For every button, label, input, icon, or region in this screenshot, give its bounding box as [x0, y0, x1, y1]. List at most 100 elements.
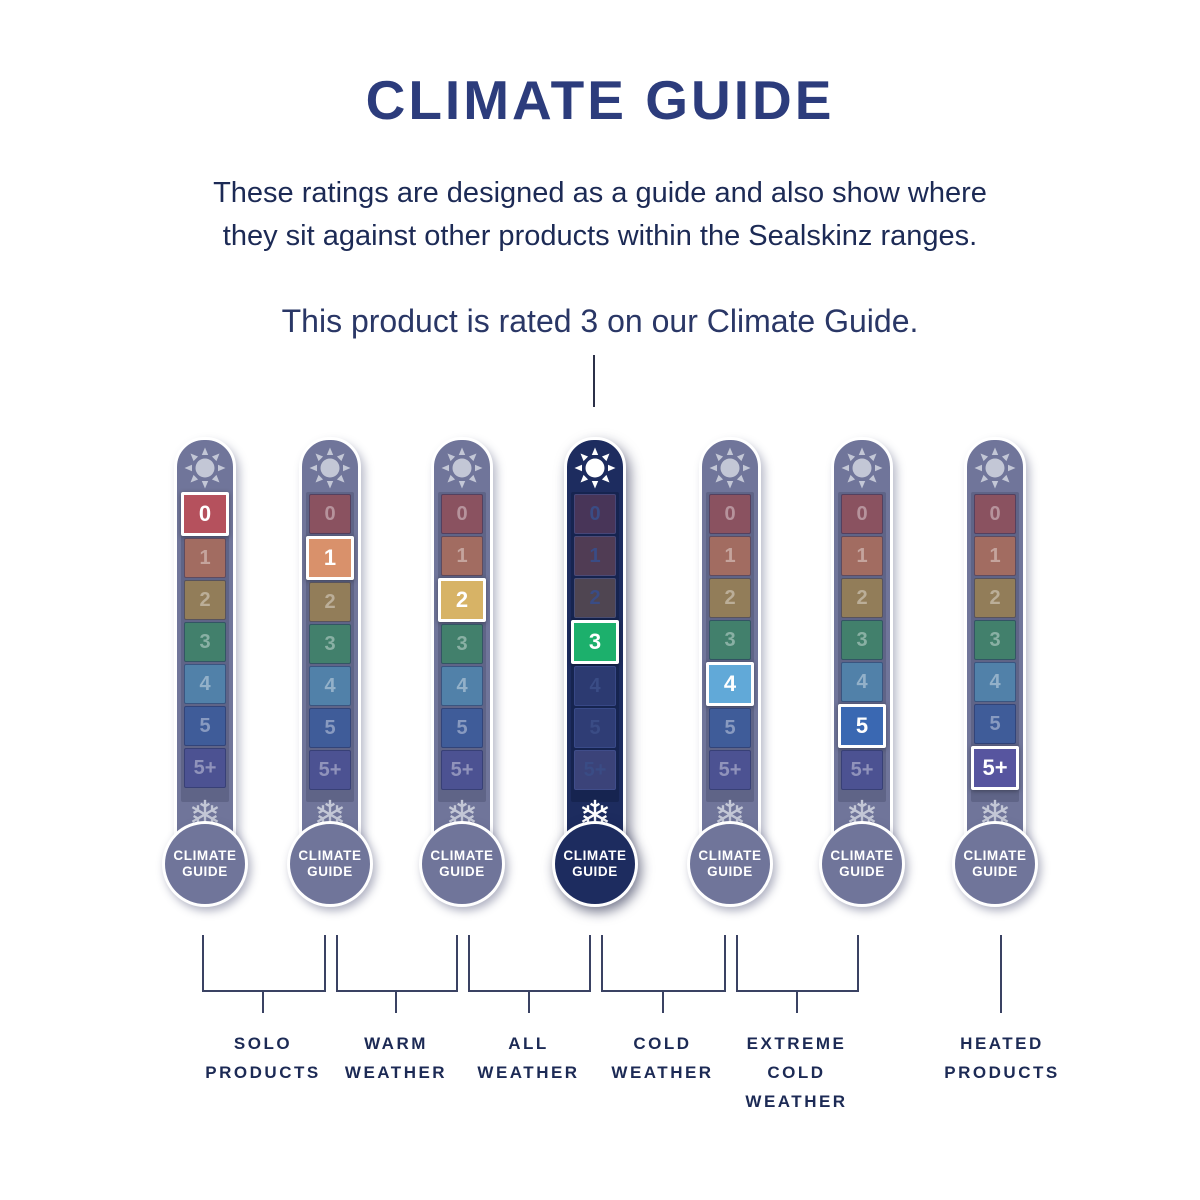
rating-cell-2: 2 — [184, 580, 226, 620]
rating-cell-2: 2 — [841, 578, 883, 618]
group-label-4: EXTREME COLD WEATHER — [745, 1034, 848, 1111]
rating-cell-0: 0 — [709, 494, 751, 534]
group-bracket-2 — [468, 935, 591, 992]
sun-icon — [841, 447, 883, 489]
bulb-label-line2: GUIDE — [182, 864, 228, 879]
rating-cell-5+: 5+ — [309, 750, 351, 790]
rating-cell-5+-highlighted: 5+ — [971, 746, 1019, 790]
thermometer-rating-1: 0 1 2 3 4 5 5+ ❄ CLIMATE GUIDE — [287, 437, 373, 917]
rating-cell-5: 5 — [441, 708, 483, 748]
rating-cell-4-highlighted: 4 — [706, 662, 754, 706]
rating-cell-3: 3 — [441, 624, 483, 664]
rating-track: 0 1 2 3 4 5 5+ — [706, 492, 754, 802]
thermometer-column: 0 1 2 3 4 5 5+ ❄ — [964, 437, 1026, 849]
rating-track: 0 1 2 3 4 5 5+ — [438, 492, 486, 802]
bulb-label-line2: GUIDE — [839, 864, 885, 879]
bulb-label-line2: GUIDE — [572, 864, 618, 879]
bulb-label-line2: GUIDE — [307, 864, 353, 879]
bulb-label-line1: CLIMATE — [173, 848, 237, 863]
rating-cell-3-highlighted: 3 — [571, 620, 619, 664]
bulb-label-line1: CLIMATE — [963, 848, 1027, 863]
thermometer-column: 0 1 2 3 4 5 5+ ❄ — [831, 437, 893, 849]
bulb-label-line1: CLIMATE — [698, 848, 762, 863]
thermometer-rating-5plus: 0 1 2 3 4 5 5+ ❄ CLIMATE GUIDE — [952, 437, 1038, 917]
thermometer-rating-3: 0 1 2 3 4 5 5+ ❄ CLIMATE GUIDE — [552, 437, 638, 917]
bulb-label-line1: CLIMATE — [430, 848, 494, 863]
group-bracket-3 — [601, 935, 726, 992]
climate-guide-bulb: CLIMATE GUIDE — [952, 821, 1038, 907]
pointer-line — [593, 355, 595, 407]
thermometer-column: 0 1 2 3 4 5 5+ ❄ — [699, 437, 761, 849]
rating-cell-5-highlighted: 5 — [838, 704, 886, 748]
group-stem-4 — [795, 990, 798, 1013]
group-stem-2 — [527, 990, 530, 1013]
climate-guide-bulb: CLIMATE GUIDE — [687, 821, 773, 907]
thermometer-rating-5: 0 1 2 3 4 5 5+ ❄ CLIMATE GUIDE — [819, 437, 905, 917]
group-stem-3 — [661, 990, 664, 1013]
rating-cell-4: 4 — [841, 662, 883, 702]
group-stem-0 — [262, 990, 264, 1013]
rating-track: 0 1 2 3 4 5 5+ — [838, 492, 886, 802]
rating-cell-1: 1 — [184, 538, 226, 578]
rating-track: 0 1 2 3 4 5 5+ — [306, 492, 354, 802]
rating-cell-5: 5 — [574, 708, 616, 748]
rating-cell-4: 4 — [974, 662, 1016, 702]
thermometer-column: 0 1 2 3 4 5 5+ ❄ — [174, 437, 236, 849]
rating-cell-1: 1 — [441, 536, 483, 576]
rating-track: 0 1 2 3 4 5 5+ — [971, 492, 1019, 802]
rating-cell-5+: 5+ — [709, 750, 751, 790]
rating-cell-0: 0 — [841, 494, 883, 534]
climate-guide-bulb: CLIMATE GUIDE — [419, 821, 505, 907]
rating-cell-2-highlighted: 2 — [438, 578, 486, 622]
rating-cell-5+: 5+ — [441, 750, 483, 790]
rating-cell-5+: 5+ — [841, 750, 883, 790]
rating-cell-0: 0 — [441, 494, 483, 534]
thermometer-column: 0 1 2 3 4 5 5+ ❄ — [564, 437, 626, 849]
rating-cell-2: 2 — [574, 578, 616, 618]
page-title: CLIMATE GUIDE — [365, 69, 835, 131]
rating-cell-2: 2 — [709, 578, 751, 618]
thermometer-column: 0 1 2 3 4 5 5+ ❄ — [299, 437, 361, 849]
bulb-label-line1: CLIMATE — [298, 848, 362, 863]
thermometer-rating-4: 0 1 2 3 4 5 5+ ❄ CLIMATE GUIDE — [687, 437, 773, 917]
bulb-label-line2: GUIDE — [439, 864, 485, 879]
rating-cell-0: 0 — [974, 494, 1016, 534]
rating-cell-3: 3 — [309, 624, 351, 664]
group-stem-1 — [395, 990, 397, 1013]
rating-cell-2: 2 — [309, 582, 351, 622]
rating-cell-4: 4 — [574, 666, 616, 706]
sun-icon — [309, 447, 351, 489]
rating-cell-4: 4 — [441, 666, 483, 706]
sun-icon — [574, 447, 616, 489]
group-label-5: HEATED PRODUCTS — [944, 1034, 1060, 1082]
bulb-label-line1: CLIMATE — [563, 848, 627, 863]
rating-cell-1: 1 — [841, 536, 883, 576]
rating-cell-0: 0 — [309, 494, 351, 534]
rating-cell-3: 3 — [709, 620, 751, 660]
sun-icon — [441, 447, 483, 489]
rating-track: 0 1 2 3 4 5 5+ — [181, 492, 229, 802]
rating-cell-1: 1 — [709, 536, 751, 576]
rating-cell-0-highlighted: 0 — [181, 492, 229, 536]
rating-cell-5: 5 — [709, 708, 751, 748]
group-bracket-0 — [202, 935, 326, 992]
sun-icon — [184, 447, 226, 489]
rating-cell-1-highlighted: 1 — [306, 536, 354, 580]
heated-line — [1000, 935, 1002, 1013]
rating-cell-5: 5 — [184, 706, 226, 746]
thermometer-rating-0: 0 1 2 3 4 5 5+ ❄ CLIMATE GUIDE — [162, 437, 248, 917]
bulb-label-line2: GUIDE — [707, 864, 753, 879]
sun-icon — [709, 447, 751, 489]
rating-cell-5: 5 — [974, 704, 1016, 744]
rating-cell-4: 4 — [309, 666, 351, 706]
rating-cell-2: 2 — [974, 578, 1016, 618]
rating-cell-3: 3 — [184, 622, 226, 662]
sun-icon — [974, 447, 1016, 489]
rating-cell-5+: 5+ — [574, 750, 616, 790]
bulb-label-line1: CLIMATE — [830, 848, 894, 863]
rating-cell-1: 1 — [574, 536, 616, 576]
climate-guide-bulb: CLIMATE GUIDE — [287, 821, 373, 907]
rating-cell-3: 3 — [841, 620, 883, 660]
climate-guide-bulb: CLIMATE GUIDE — [552, 821, 638, 907]
